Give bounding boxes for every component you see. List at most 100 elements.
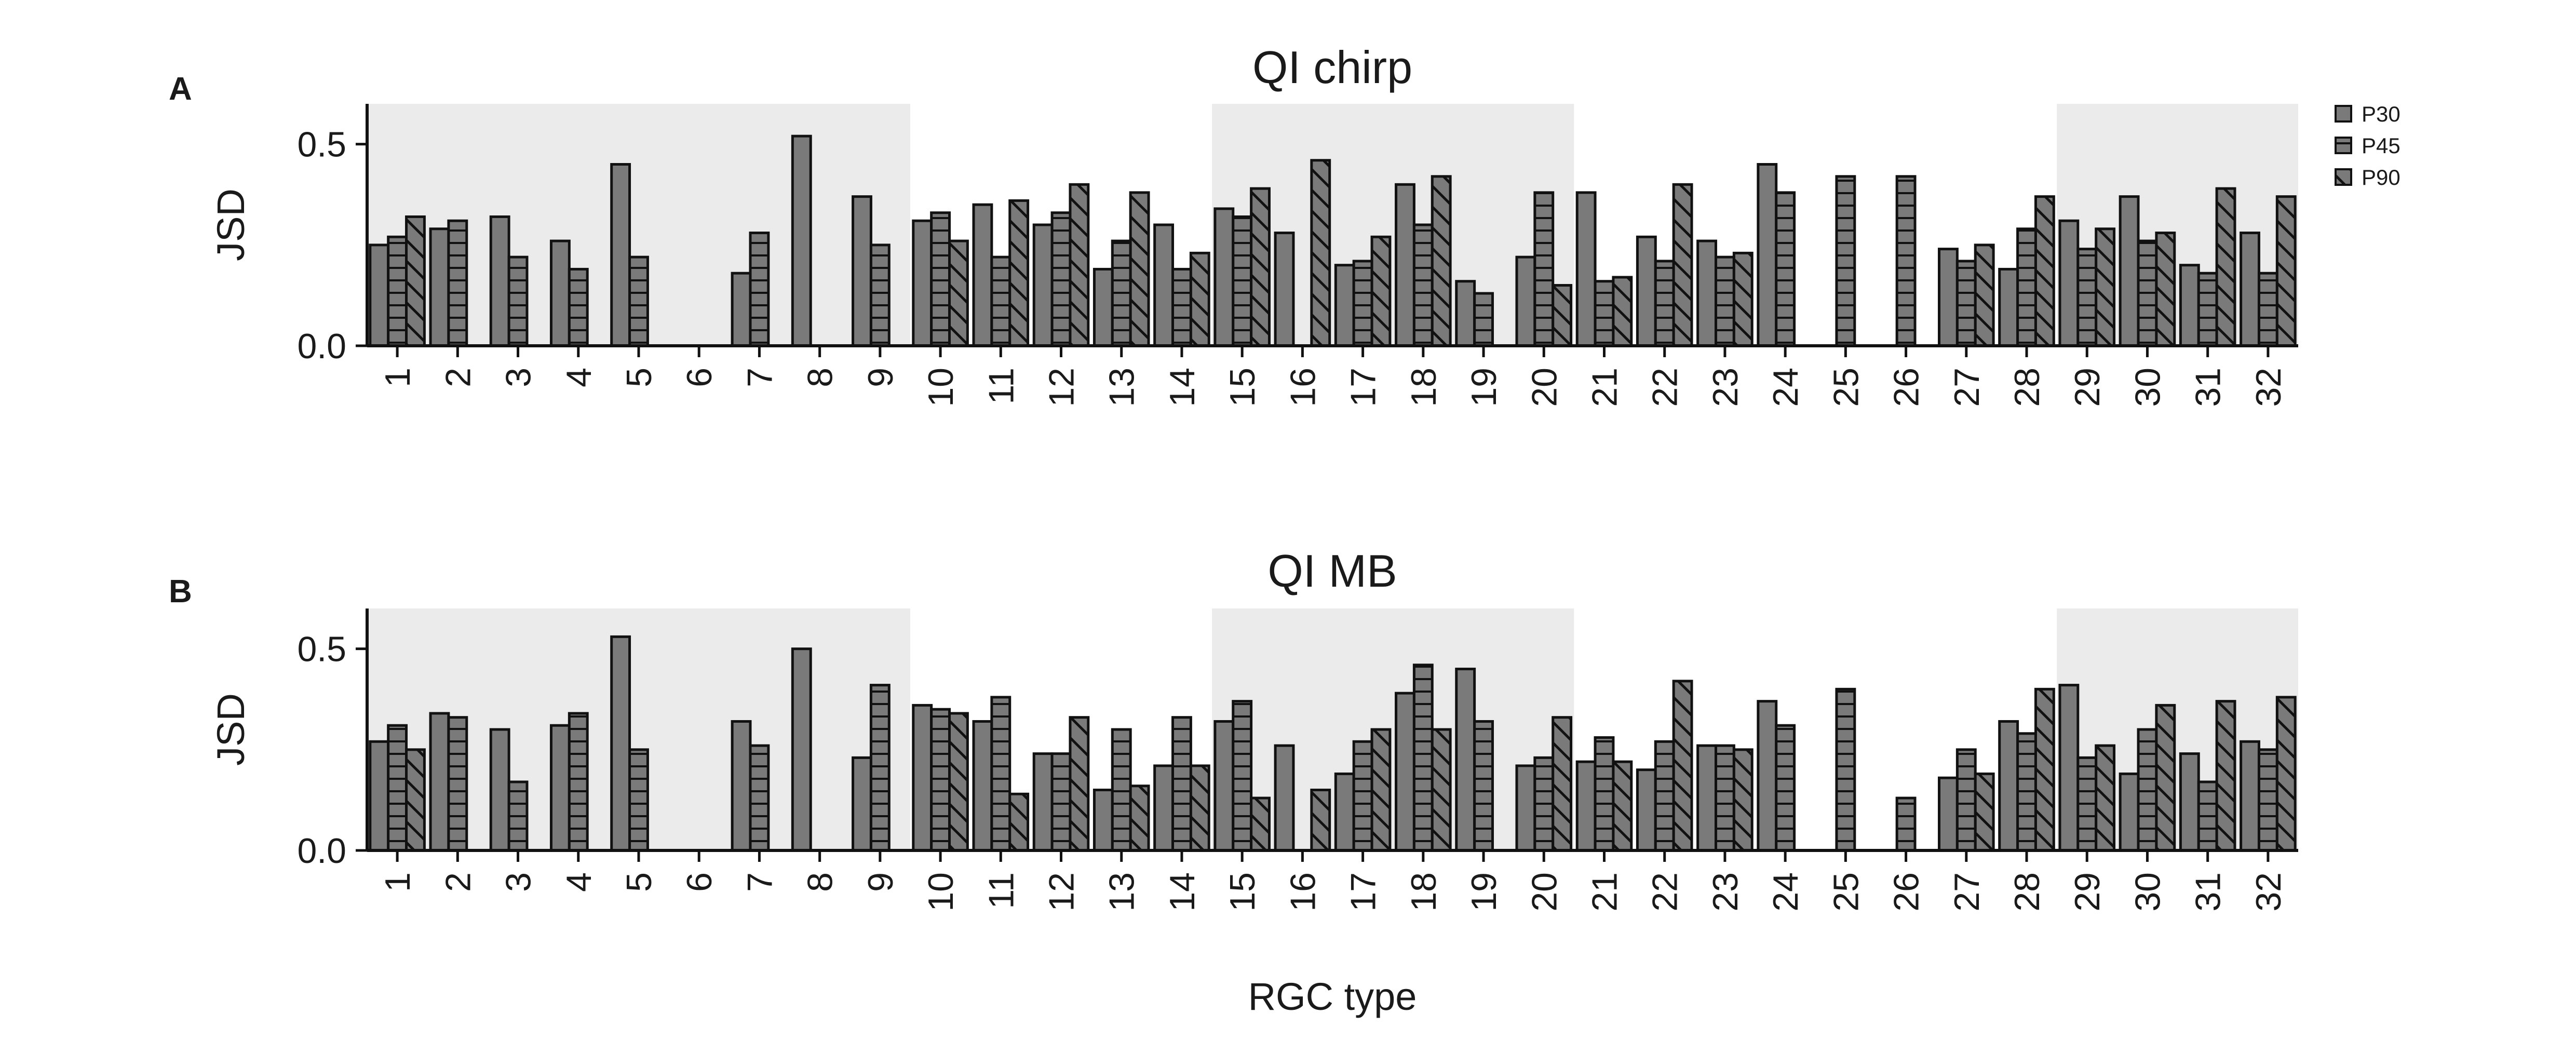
bar-p30-type-12 xyxy=(1032,223,1054,347)
bar-p45-type-31 xyxy=(2197,272,2218,347)
bar-p30-type-17 xyxy=(1334,264,1355,347)
x-tick-label: 16 xyxy=(1283,368,1323,407)
bar-p45-type-26 xyxy=(1895,175,1917,347)
bar-p30-type-12 xyxy=(1032,752,1054,852)
x-tick-label: 23 xyxy=(1706,368,1745,407)
x-tick-label: 15 xyxy=(1223,368,1262,407)
bar-p90-type-10 xyxy=(948,239,969,347)
x-tick-label: 9 xyxy=(861,368,900,387)
bar-p45-type-24 xyxy=(1775,191,1796,347)
x-tick-label: 7 xyxy=(740,872,779,892)
bar-p30-type-15 xyxy=(1213,720,1235,852)
bar-p90-type-16 xyxy=(1310,789,1331,852)
bar-p45-type-21 xyxy=(1594,736,1615,852)
bar-p30-type-28 xyxy=(1998,267,2019,347)
bar-p30-type-1 xyxy=(369,740,390,852)
x-tick-label: 1 xyxy=(378,368,417,387)
bar-p30-type-16 xyxy=(1274,744,1295,852)
bar-p45-type-9 xyxy=(869,244,891,347)
x-tick-label: 25 xyxy=(1826,872,1866,912)
bar-p90-type-14 xyxy=(1189,251,1210,347)
x-tick-label: 21 xyxy=(1585,872,1624,912)
x-tick-label: 13 xyxy=(1102,368,1142,407)
x-tick-label: 3 xyxy=(499,872,538,892)
x-tick-label: 28 xyxy=(2007,368,2047,407)
x-tick-label: 26 xyxy=(1887,368,1926,407)
bar-p45-type-28 xyxy=(2016,227,2037,347)
x-tick-label: 20 xyxy=(1525,368,1564,407)
bar-p45-type-10 xyxy=(930,708,951,852)
y-tick-label: 0.0 xyxy=(297,327,346,366)
x-tick-label: 18 xyxy=(1404,872,1444,912)
bar-p30-type-17 xyxy=(1334,772,1355,852)
bar-p45-type-30 xyxy=(2137,239,2158,347)
bar-p45-type-23 xyxy=(1714,255,1735,347)
bar-p30-type-8 xyxy=(791,134,812,347)
bar-p90-type-32 xyxy=(2275,195,2297,347)
bar-p30-type-28 xyxy=(1998,720,2019,852)
bar-p30-type-3 xyxy=(489,215,510,347)
bar-p30-type-11 xyxy=(972,720,993,852)
bar-p30-type-20 xyxy=(1515,255,1536,347)
y-tick-label: 0.5 xyxy=(297,630,346,669)
bar-p30-type-10 xyxy=(912,704,933,852)
panel-b: 0.00.5 1 2 3 4 5 6 7 8 9 10 11 12 13 14 15 16 17 18 19 20 21… xyxy=(169,545,2298,912)
bar-p90-type-29 xyxy=(2095,227,2116,347)
shaded-region xyxy=(1212,608,1574,850)
bar-p90-type-27 xyxy=(1974,244,1995,347)
bar-p45-type-19 xyxy=(1473,292,1494,347)
bar-p90-type-16 xyxy=(1310,159,1331,347)
x-tick-label: 18 xyxy=(1404,368,1444,407)
bar-p90-type-30 xyxy=(2155,704,2176,852)
bar-p90-type-14 xyxy=(1189,764,1210,852)
x-tick-label: 29 xyxy=(2068,872,2107,912)
bar-p45-type-20 xyxy=(1533,191,1555,347)
x-tick-label: 27 xyxy=(1947,368,1987,407)
x-tick-label: 24 xyxy=(1766,872,1805,912)
bar-p90-type-20 xyxy=(1552,284,1573,347)
legend-label-p45: P45 xyxy=(2362,133,2400,158)
bar-p30-type-1 xyxy=(369,244,390,347)
bar-p90-type-15 xyxy=(1250,796,1271,852)
bar-p45-type-15 xyxy=(1232,215,1253,347)
y-ticks: 0.0 0.5 xyxy=(297,630,367,871)
bar-p30-type-21 xyxy=(1575,760,1597,852)
bar-p45-type-7 xyxy=(749,232,770,347)
bar-p30-type-24 xyxy=(1757,700,1778,852)
bar-p30-type-30 xyxy=(2119,195,2140,347)
bar-p30-type-5 xyxy=(610,635,631,852)
x-tick-label: 10 xyxy=(921,368,961,407)
legend-label-p90: P90 xyxy=(2362,165,2400,190)
bar-p30-type-23 xyxy=(1696,239,1717,347)
bar-p30-type-14 xyxy=(1153,764,1175,852)
bar-p90-type-12 xyxy=(1069,183,1090,347)
bar-p90-type-21 xyxy=(1612,760,1633,852)
bar-p45-type-20 xyxy=(1533,756,1555,852)
x-tick-label: 5 xyxy=(619,872,659,892)
bar-p90-type-22 xyxy=(1672,680,1693,852)
bar-p90-type-1 xyxy=(405,748,426,852)
bar-p90-type-18 xyxy=(1431,728,1452,852)
x-tick-label: 29 xyxy=(2068,368,2107,407)
bar-p45-type-11 xyxy=(990,696,1011,852)
x-tick-label: 6 xyxy=(680,368,719,387)
x-tick-label: 19 xyxy=(1464,368,1504,407)
bar-p30-type-2 xyxy=(429,227,450,347)
x-tick-label: 12 xyxy=(1042,872,1082,912)
bar-p30-type-27 xyxy=(1937,776,1959,852)
bar-p30-type-4 xyxy=(549,239,571,347)
bar-p30-type-32 xyxy=(2240,232,2260,347)
bar-p45-type-32 xyxy=(2257,272,2278,347)
bar-p45-type-24 xyxy=(1775,724,1796,852)
legend: P30 P45 P90 xyxy=(2335,102,2400,190)
x-tick-label: 32 xyxy=(2249,368,2288,407)
bar-p45-type-22 xyxy=(1654,740,1675,852)
bar-p45-type-18 xyxy=(1412,223,1434,347)
bar-p30-type-20 xyxy=(1515,764,1536,852)
bar-p30-type-31 xyxy=(2179,264,2200,347)
x-tick-label: 2 xyxy=(438,872,478,892)
bar-p30-type-8 xyxy=(791,647,812,852)
bar-p45-type-31 xyxy=(2197,780,2218,852)
bar-p90-type-22 xyxy=(1672,183,1693,347)
legend-swatch-p30 xyxy=(2335,105,2352,123)
